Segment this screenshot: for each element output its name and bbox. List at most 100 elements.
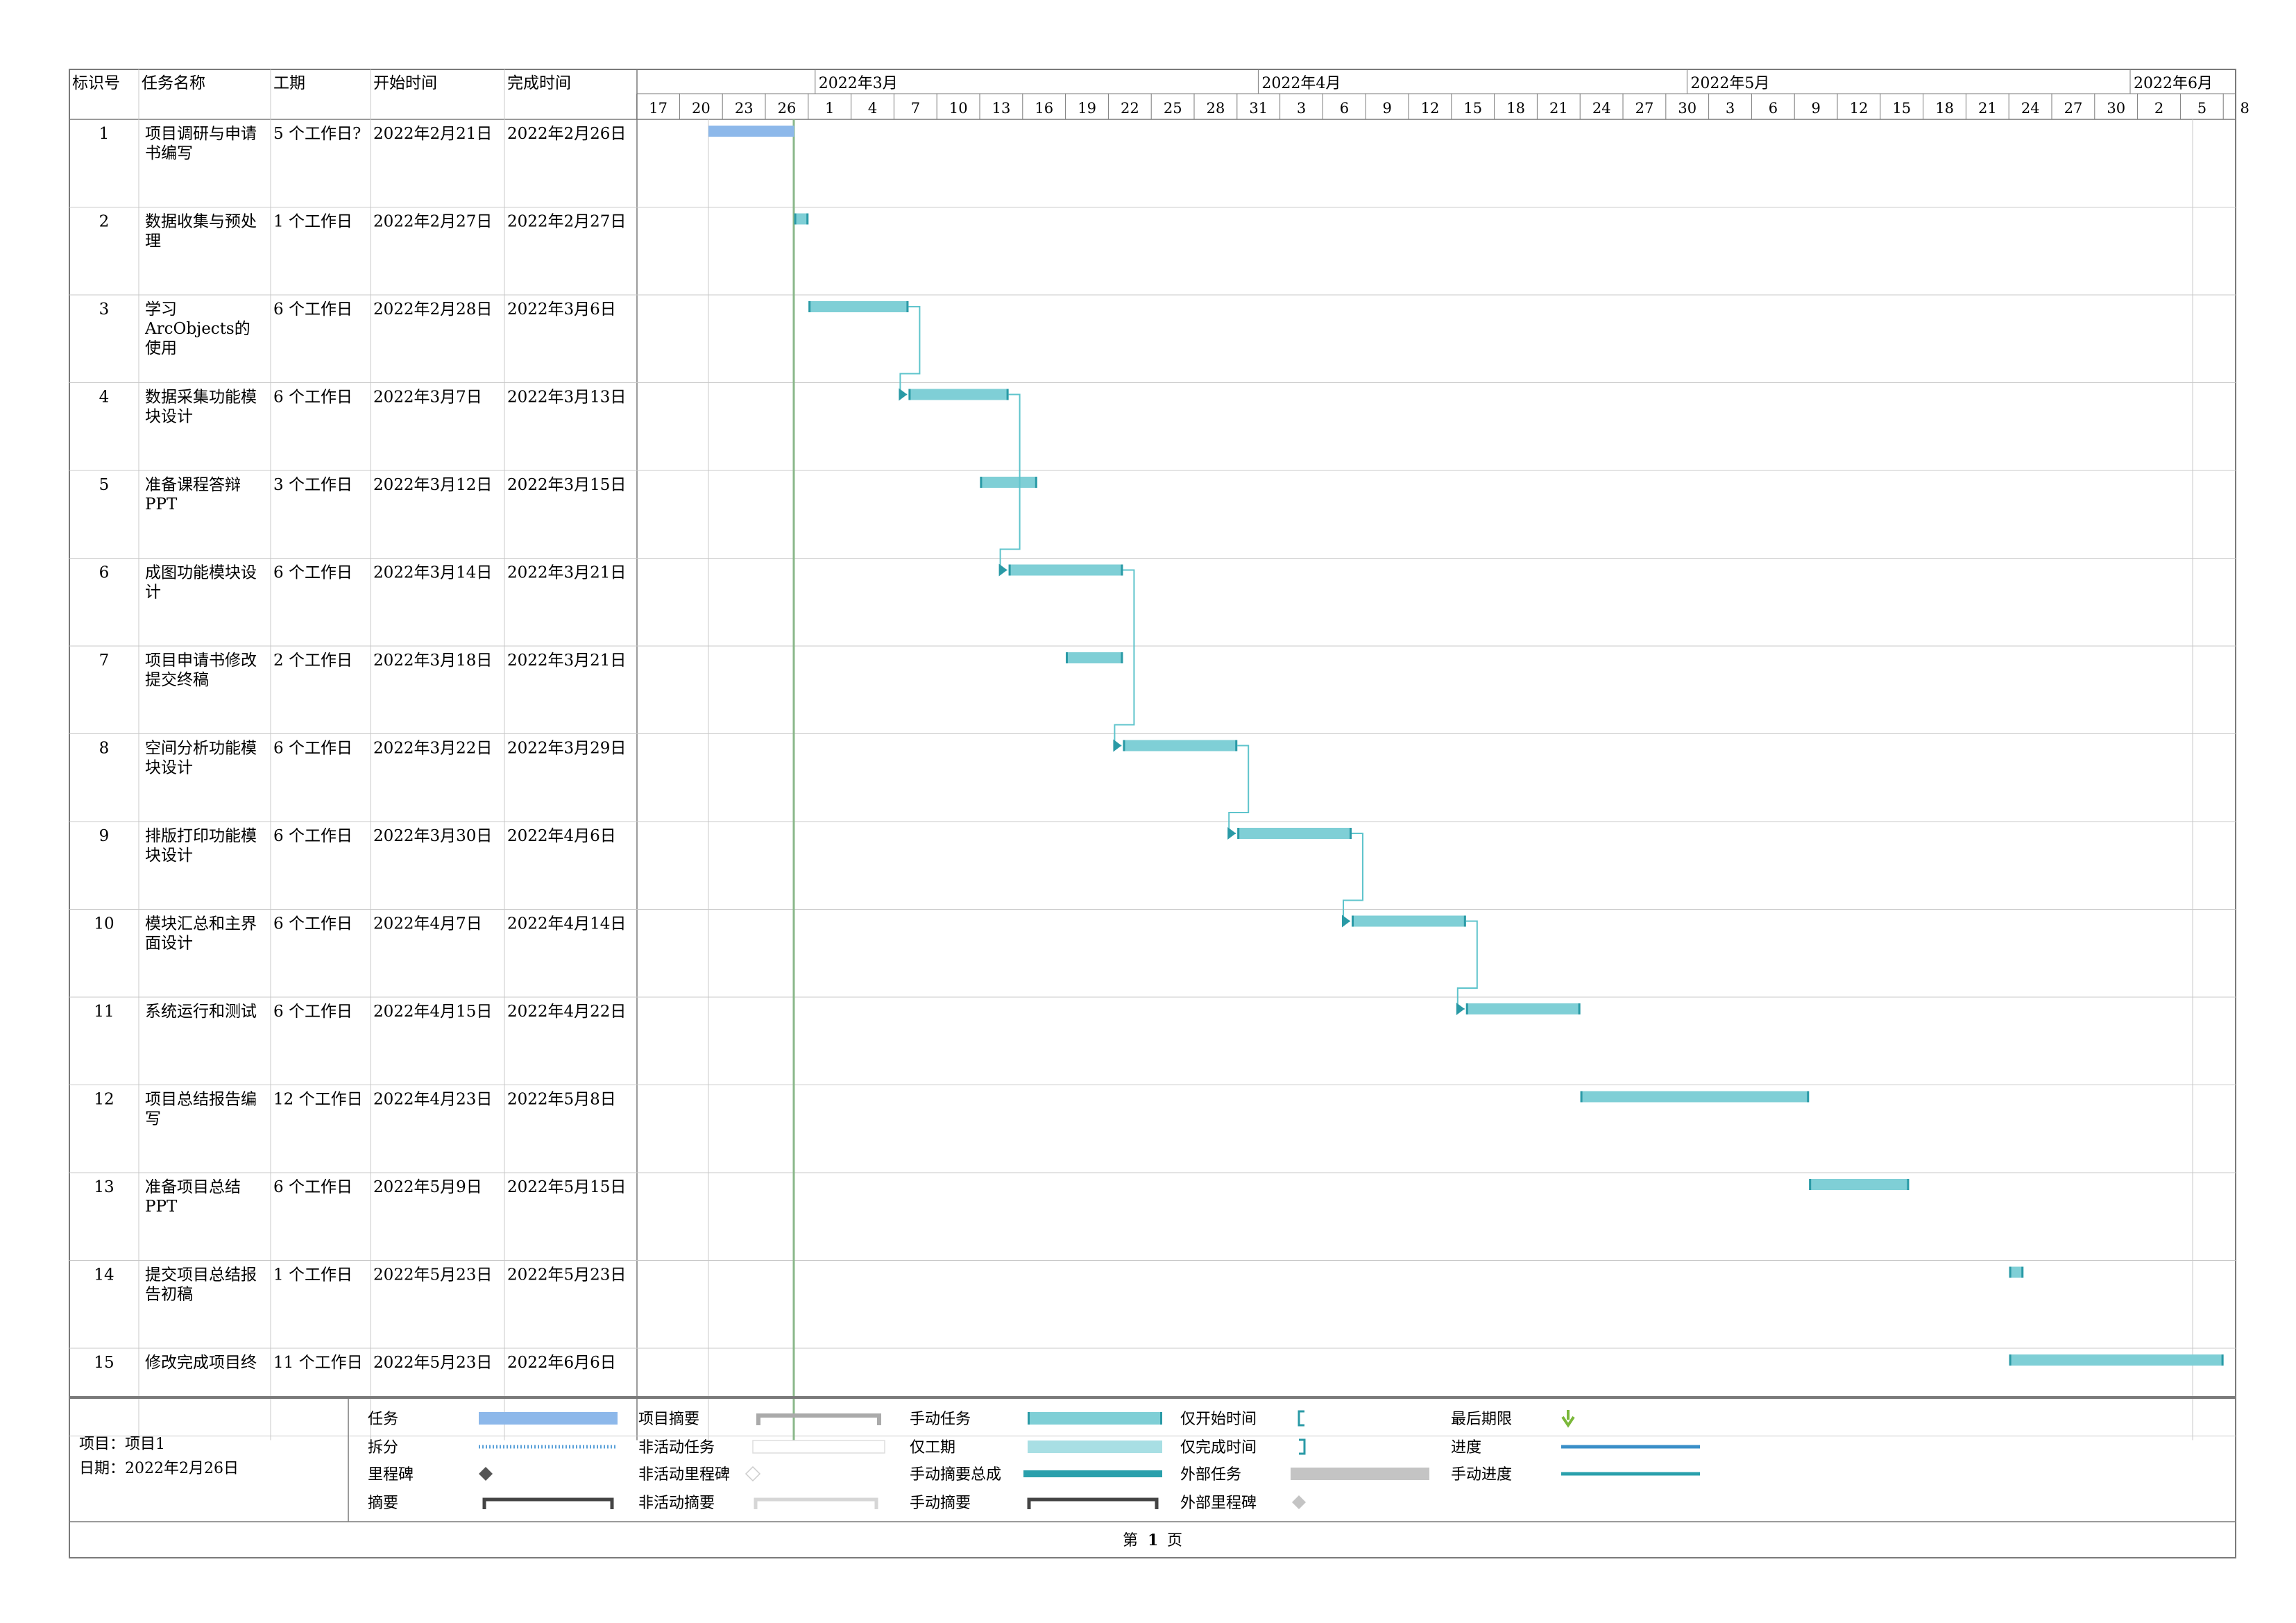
legend-label: 非活动任务 (638, 1439, 715, 1456)
gantt-chart-area (708, 119, 2224, 1441)
task-start: 2022年3月14日 (373, 564, 492, 582)
task-duration: 11 个工作日 (273, 1354, 363, 1372)
legend-label: 里程碑 (368, 1466, 414, 1484)
page-footer-prefix: 第 (1123, 1532, 1138, 1549)
task-name-line: 提交项目总结报 (145, 1266, 257, 1284)
task-finish: 2022年6月6日 (507, 1354, 616, 1372)
manual-task-bar-start-cap (980, 477, 983, 488)
day-tick-label: 27 (1635, 100, 1654, 117)
legend-finish-only-symbol (1299, 1438, 1306, 1455)
task-duration: 2 个工作日 (273, 652, 352, 670)
legend-label: 仅完成时间 (1180, 1439, 1257, 1456)
legend-label: 手动进度 (1451, 1466, 1512, 1484)
legend-label: 拆分 (368, 1439, 398, 1456)
day-tick-label: 21 (1978, 100, 1997, 117)
column-header-5: 完成时间 (507, 74, 571, 92)
dependency-arrowhead (998, 563, 1007, 577)
day-tick-label: 30 (1678, 100, 1697, 117)
day-tick-label: 2 (2154, 100, 2163, 117)
manual-task-bar-end-cap (1006, 389, 1009, 400)
manual-task-bar (1123, 740, 1238, 751)
legend-manual-task-symbol (1028, 1412, 1162, 1425)
manual-task-bar-end-cap (2221, 1354, 2224, 1366)
manual-task-bar-end-cap (906, 301, 909, 312)
legend-inactive-summary-symbol (754, 1497, 878, 1509)
task-start: 2022年2月27日 (373, 213, 492, 231)
manual-task-bar-end-cap (1235, 740, 1238, 751)
day-tick-label: 24 (1592, 100, 1611, 117)
table-header: 标识号 任务名称 工期 开始时间 完成时间 (72, 74, 571, 92)
task-name-line: 学习 (145, 300, 177, 318)
task-id: 2 (99, 213, 110, 231)
task-name-line: 块设计 (145, 759, 193, 777)
manual-task-bar-start-cap (794, 213, 797, 225)
manual-task-bar (2009, 1266, 2024, 1278)
manual-task-bar-end-cap (1807, 1091, 1810, 1103)
day-tick-label: 4 (868, 100, 877, 117)
task-name-line: 准备课程答辩 (145, 476, 241, 494)
day-tick-label: 7 (911, 100, 920, 117)
legend-label: 非活动里程碑 (638, 1466, 730, 1484)
task-start: 2022年3月18日 (373, 652, 492, 670)
day-tick-label: 1 (825, 100, 834, 117)
manual-task-bar (2009, 1354, 2224, 1366)
task-finish: 2022年3月13日 (507, 389, 626, 407)
legend-start-only-symbol (1298, 1410, 1304, 1427)
manual-task-bar-start-cap (1008, 564, 1011, 576)
task-finish: 2022年3月15日 (507, 476, 626, 494)
legend-task-symbol (479, 1412, 618, 1425)
task-name-line: 计 (145, 584, 161, 602)
task-name-line: 写 (145, 1110, 161, 1128)
task-id: 5 (99, 476, 110, 494)
task-duration: 6 个工作日 (273, 1178, 352, 1196)
task-name-line: 数据采集功能模 (145, 389, 257, 407)
task-id: 7 (99, 652, 110, 670)
task-finish: 2022年3月21日 (507, 564, 626, 582)
day-tick-label: 10 (949, 100, 968, 117)
task-finish: 2022年2月27日 (507, 213, 626, 231)
legend-label: 仅开始时间 (1180, 1411, 1257, 1428)
day-tick-label: 12 (1421, 100, 1440, 117)
task-start: 2022年2月21日 (373, 125, 492, 143)
task-name-line: 空间分析功能模 (145, 740, 257, 758)
task-start: 2022年3月12日 (373, 476, 492, 494)
manual-task-bar-start-cap (1066, 652, 1068, 663)
day-tick-label: 23 (735, 100, 754, 117)
task-duration: 1 个工作日 (273, 1266, 352, 1284)
task-finish: 2022年3月29日 (507, 740, 626, 758)
day-tick-label: 30 (2107, 100, 2125, 117)
task-duration: 6 个工作日 (273, 389, 352, 407)
day-tick-label: 12 (1850, 100, 1869, 117)
task-name-line: 准备项目总结 (145, 1178, 241, 1196)
day-tick-label: 6 (1769, 100, 1778, 117)
manual-task-bar-end-cap (1350, 828, 1352, 839)
task-id: 6 (99, 564, 110, 582)
task-duration: 6 个工作日 (273, 300, 352, 318)
page-footer-suffix: 页 (1167, 1532, 1182, 1549)
manual-task-bar (1066, 652, 1123, 663)
task-finish: 2022年5月23日 (507, 1266, 626, 1284)
dependency-arrowhead (1227, 827, 1236, 840)
task-name-line: PPT (145, 1198, 178, 1216)
task-start: 2022年5月9日 (373, 1178, 482, 1196)
task-name-line: ArcObjects的 (144, 320, 250, 338)
task-start: 2022年2月28日 (373, 300, 492, 318)
manual-task-bar-start-cap (2009, 1354, 2012, 1366)
day-tick-label: 3 (1726, 100, 1735, 117)
task-duration: 6 个工作日 (273, 564, 352, 582)
task-start: 2022年3月22日 (373, 740, 492, 758)
task-id: 14 (94, 1266, 114, 1284)
legend-inactive-task-symbol (752, 1440, 885, 1454)
legend-project-summary-symbol (756, 1413, 881, 1425)
task-name-line: 系统运行和测试 (145, 1003, 257, 1021)
task-finish: 2022年3月21日 (507, 652, 626, 670)
task-bar (708, 126, 794, 137)
legend-manual-summary-symbol (1027, 1497, 1159, 1509)
task-id: 1 (99, 125, 110, 143)
task-start: 2022年5月23日 (373, 1266, 492, 1284)
manual-task-bar-start-cap (1580, 1091, 1583, 1103)
task-name-line: 排版打印功能模 (145, 827, 257, 845)
task-id: 3 (99, 300, 110, 318)
